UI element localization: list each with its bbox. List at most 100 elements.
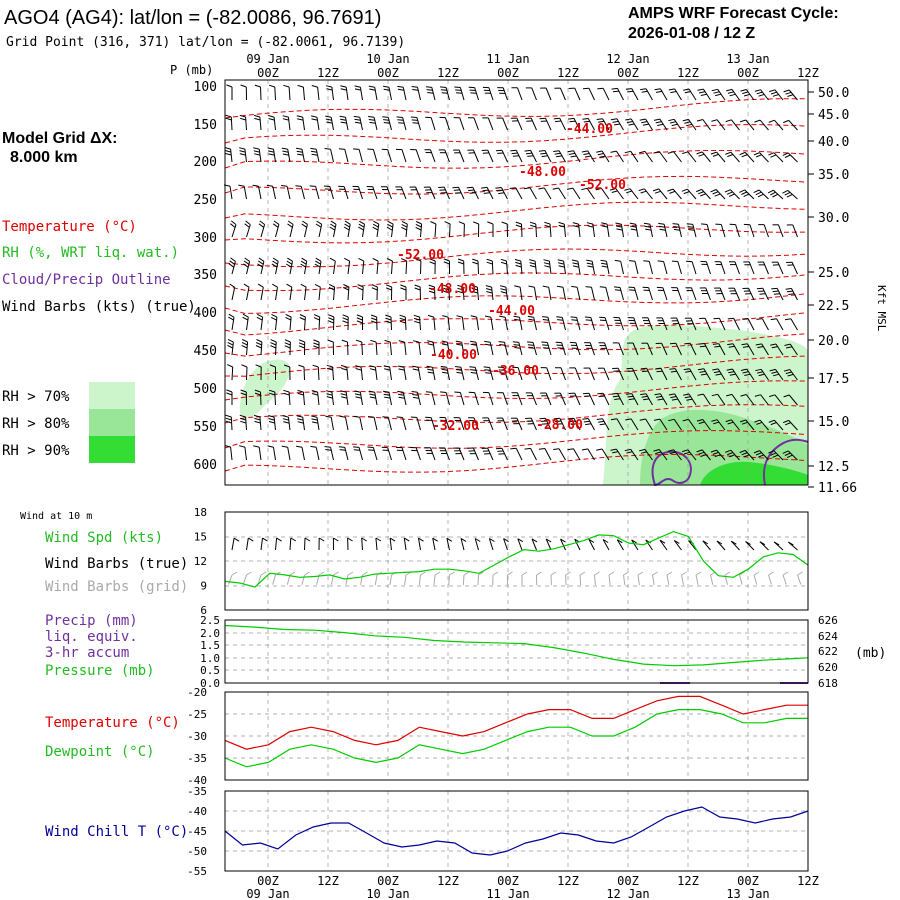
barb-staff xyxy=(594,574,596,586)
barb-staff xyxy=(631,393,639,406)
wind-barb xyxy=(683,88,697,101)
wind10-barb xyxy=(745,541,755,551)
wind-barb xyxy=(298,364,305,381)
barb-flag xyxy=(282,150,289,153)
barb-flag xyxy=(469,192,476,194)
barb-flag xyxy=(414,320,421,324)
wind-barb xyxy=(301,220,308,238)
barb-staff xyxy=(588,392,595,406)
barb-flag xyxy=(770,91,777,95)
barb-flag xyxy=(373,220,380,225)
barb-staff xyxy=(673,540,682,551)
barb-flag xyxy=(344,257,350,262)
wind-barb xyxy=(668,418,682,431)
barb-flag xyxy=(682,449,689,453)
barb-flag xyxy=(243,263,249,268)
barb-flag xyxy=(567,150,574,153)
barb-flag xyxy=(420,571,426,576)
barb-flag xyxy=(259,220,265,225)
barb-flag xyxy=(441,368,448,371)
barb-staff xyxy=(747,318,755,331)
wind-barb xyxy=(485,285,494,301)
barb-staff xyxy=(359,87,363,101)
wind-barb xyxy=(511,87,523,101)
wind10-frame xyxy=(224,511,809,611)
barb-staff xyxy=(289,537,292,551)
wind-barb xyxy=(685,287,697,301)
wind-barb xyxy=(240,84,247,101)
wind10-barb xyxy=(246,537,254,551)
barb-staff xyxy=(630,118,639,131)
barb-flag xyxy=(327,339,334,343)
barb-flag xyxy=(397,119,404,121)
barb-staff xyxy=(275,538,278,551)
barb-staff xyxy=(758,189,769,200)
barb-staff xyxy=(618,317,624,331)
barb-flag xyxy=(783,394,790,398)
temperature-series xyxy=(224,695,808,750)
wind-barb xyxy=(238,184,247,200)
isotherm-label-36: -36.00 xyxy=(492,364,539,379)
barb-flag xyxy=(333,537,339,542)
wind-barb xyxy=(658,222,668,238)
wind-barb xyxy=(412,340,421,356)
barb-flag xyxy=(432,537,438,542)
wind-barb xyxy=(281,185,291,200)
barb-staff xyxy=(459,117,465,131)
wind-barb xyxy=(753,152,769,163)
barb-flag xyxy=(238,184,245,187)
barb-staff xyxy=(630,418,639,431)
barb-flag xyxy=(515,221,522,225)
barb-flag xyxy=(241,364,248,368)
barb-staff xyxy=(445,392,450,406)
barb-staff xyxy=(445,87,450,101)
barb-flag xyxy=(411,391,418,393)
barb-staff xyxy=(602,393,610,406)
barb-staff xyxy=(731,419,740,431)
barb-staff xyxy=(388,87,392,101)
barb-flag xyxy=(297,389,304,393)
barb-staff xyxy=(304,537,306,551)
wind-barb xyxy=(410,116,421,131)
barb-flag xyxy=(514,318,521,321)
wind-barb xyxy=(272,220,280,238)
wind-barb xyxy=(353,446,363,461)
barb-flag xyxy=(555,420,562,423)
barb-staff xyxy=(244,149,247,163)
wind10-barb xyxy=(488,538,495,551)
barb-flag xyxy=(287,257,293,262)
barb-flag xyxy=(614,123,621,126)
barb-flag xyxy=(512,341,519,343)
wind10-barb-grid xyxy=(521,571,528,585)
barb-staff xyxy=(429,186,436,200)
pressure-tick: 624 xyxy=(818,630,838,643)
barb-staff xyxy=(658,449,668,461)
barb-flag xyxy=(702,540,709,545)
barb-staff xyxy=(230,416,233,431)
barb-flag xyxy=(529,262,536,265)
wind-barb xyxy=(696,449,711,461)
wind-barb xyxy=(729,261,740,275)
barb-staff xyxy=(590,317,595,331)
barb-flag xyxy=(658,225,665,228)
barb-flag xyxy=(443,290,450,294)
barb-staff xyxy=(387,417,392,431)
wind10-barb-grid xyxy=(536,571,542,586)
barb-flag xyxy=(625,118,632,121)
wind-barb xyxy=(472,258,479,275)
barb-flag xyxy=(316,220,322,225)
barb-flag xyxy=(524,447,531,450)
barb-staff xyxy=(530,150,537,163)
wind-barb xyxy=(239,114,247,131)
barb-flag xyxy=(714,345,721,348)
barb-staff xyxy=(579,574,582,586)
barb-staff xyxy=(587,118,595,131)
barb-staff xyxy=(315,186,320,200)
barb-staff xyxy=(273,447,276,461)
barb-flag xyxy=(586,222,594,225)
barb-staff xyxy=(474,87,479,101)
wind-barb xyxy=(299,314,306,331)
barb-staff xyxy=(475,342,479,356)
barb-flag xyxy=(253,445,260,448)
barb-staff xyxy=(401,447,407,461)
